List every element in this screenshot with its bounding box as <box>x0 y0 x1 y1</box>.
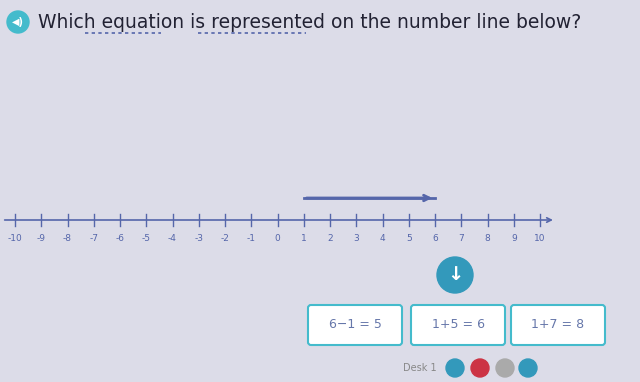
FancyBboxPatch shape <box>411 305 505 345</box>
Text: 4: 4 <box>380 234 385 243</box>
Circle shape <box>437 257 473 293</box>
Text: -5: -5 <box>141 234 151 243</box>
Circle shape <box>519 359 537 377</box>
Text: 8: 8 <box>484 234 490 243</box>
FancyBboxPatch shape <box>308 305 402 345</box>
Text: 1+5 = 6: 1+5 = 6 <box>431 319 484 332</box>
Circle shape <box>446 359 464 377</box>
Text: -9: -9 <box>36 234 45 243</box>
Text: ◀): ◀) <box>12 17 24 27</box>
Text: 9: 9 <box>511 234 516 243</box>
Text: -8: -8 <box>63 234 72 243</box>
Text: -3: -3 <box>195 234 204 243</box>
Circle shape <box>471 359 489 377</box>
Text: 1: 1 <box>301 234 307 243</box>
Text: 2: 2 <box>327 234 333 243</box>
Text: -6: -6 <box>115 234 125 243</box>
Text: Desk 1: Desk 1 <box>403 363 437 373</box>
Text: 7: 7 <box>458 234 464 243</box>
Text: 6: 6 <box>432 234 438 243</box>
Text: 0: 0 <box>275 234 280 243</box>
Circle shape <box>7 11 29 33</box>
Text: -4: -4 <box>168 234 177 243</box>
FancyBboxPatch shape <box>511 305 605 345</box>
Text: 5: 5 <box>406 234 412 243</box>
Text: -10: -10 <box>8 234 22 243</box>
Text: 6−1 = 5: 6−1 = 5 <box>328 319 381 332</box>
Text: 1+7 = 8: 1+7 = 8 <box>531 319 584 332</box>
Text: 10: 10 <box>534 234 546 243</box>
Text: -1: -1 <box>247 234 256 243</box>
Text: -2: -2 <box>221 234 229 243</box>
Text: ↓: ↓ <box>447 265 463 285</box>
Text: Which equation is represented on the number line below?: Which equation is represented on the num… <box>38 13 581 31</box>
Text: 3: 3 <box>353 234 359 243</box>
Text: -7: -7 <box>89 234 99 243</box>
Circle shape <box>496 359 514 377</box>
